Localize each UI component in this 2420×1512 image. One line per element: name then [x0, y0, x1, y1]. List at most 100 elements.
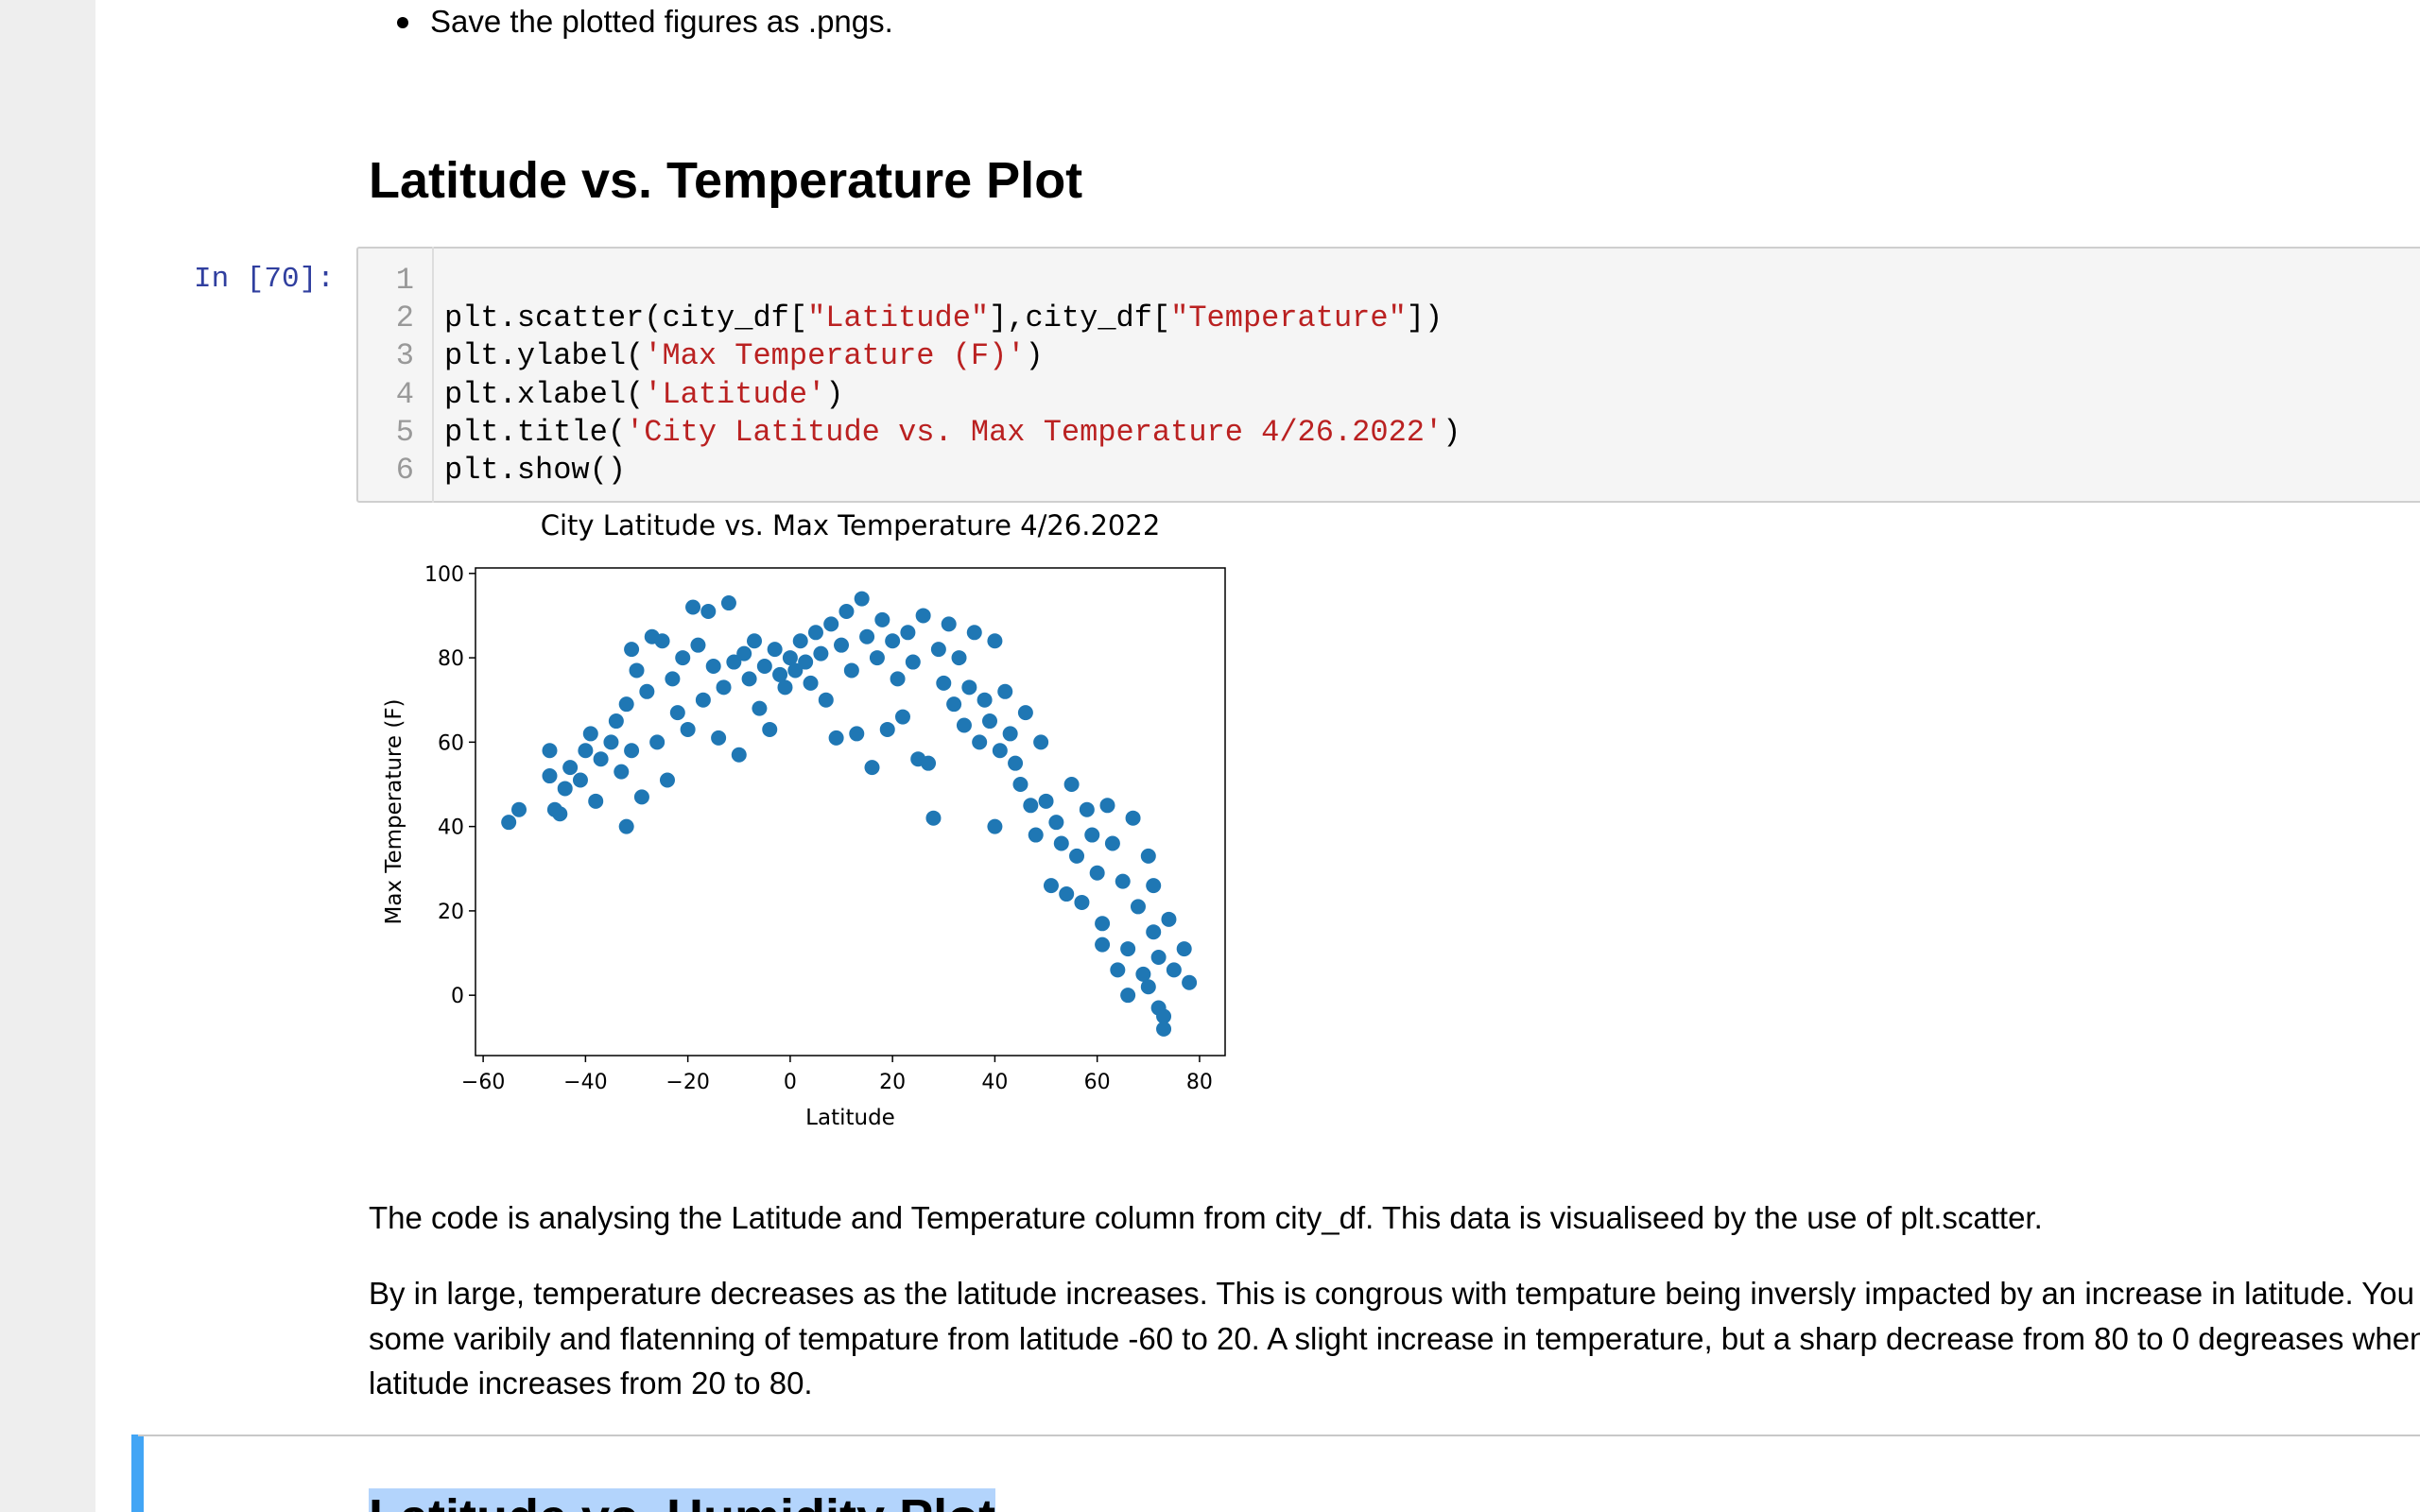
code-token: )	[825, 376, 844, 412]
point	[1074, 894, 1090, 910]
point	[894, 709, 910, 725]
point	[741, 671, 757, 687]
x-tick-label: 60	[1084, 1071, 1111, 1094]
point	[762, 721, 778, 737]
x-tick-label: −20	[666, 1071, 709, 1094]
point	[1182, 974, 1198, 990]
sidebar	[0, 0, 95, 1512]
point	[767, 642, 783, 658]
point	[1048, 815, 1064, 831]
point	[1161, 911, 1177, 927]
point	[649, 734, 666, 750]
point	[992, 743, 1008, 759]
point	[1023, 798, 1039, 814]
point	[915, 608, 931, 624]
line-number: 6	[395, 453, 414, 488]
point	[930, 642, 946, 658]
paragraph-line: By in large, temperature decreases as th…	[369, 1276, 2420, 1311]
point	[925, 810, 942, 826]
code-line: plt.scatter(city_df["Latitude"],city_df[…	[444, 300, 1443, 337]
point	[782, 650, 798, 666]
y-tick-label: 80	[438, 647, 464, 671]
point	[1125, 810, 1141, 826]
point	[1008, 755, 1024, 771]
line-number: 1	[395, 263, 414, 298]
point	[961, 679, 977, 696]
x-tick-label: 0	[784, 1071, 797, 1094]
code-cell[interactable]	[356, 247, 2420, 503]
chart-title: City Latitude vs. Max Temperature 4/26.2…	[541, 510, 1161, 541]
point	[777, 679, 793, 696]
code-token: )	[1025, 338, 1044, 374]
point	[1017, 705, 1033, 721]
point	[603, 734, 619, 750]
point	[680, 721, 696, 737]
point	[752, 700, 768, 716]
y-tick-label: 100	[424, 563, 464, 587]
paragraph-line: some varibily and flatenning of tempatur…	[369, 1320, 2420, 1356]
point	[803, 675, 819, 691]
point	[1146, 878, 1162, 894]
point	[557, 781, 573, 797]
point	[736, 645, 752, 662]
point	[1002, 726, 1018, 742]
next-heading: Latitude vs. Humidity Plot	[369, 1488, 996, 1512]
point	[879, 721, 895, 737]
line-number: 4	[395, 376, 414, 412]
x-axis-label: Latitude	[805, 1106, 895, 1130]
line-number: 2	[395, 301, 414, 336]
line-number: 3	[395, 338, 414, 374]
point	[593, 751, 609, 767]
point	[726, 654, 742, 670]
point	[1069, 848, 1085, 864]
point	[813, 645, 829, 662]
point	[700, 603, 717, 619]
y-axis-label: Max Temperature (F)	[382, 698, 406, 924]
point	[890, 671, 906, 687]
point	[633, 789, 649, 805]
cell-border	[138, 1435, 2420, 1436]
code-token: "Temperature"	[1170, 301, 1407, 336]
point	[588, 793, 604, 809]
point	[977, 692, 993, 708]
line-number: 5	[395, 414, 414, 450]
point	[859, 628, 875, 644]
point	[618, 696, 634, 713]
code-token: "Latitude"	[807, 301, 990, 336]
point	[572, 772, 588, 788]
point	[1156, 1021, 1172, 1037]
point	[798, 654, 814, 670]
point	[941, 616, 957, 632]
code-token: plt.scatter(city_df[	[444, 301, 808, 336]
point	[885, 633, 901, 649]
point	[614, 764, 630, 780]
point	[987, 818, 1003, 834]
point	[578, 743, 594, 759]
point	[1150, 949, 1167, 965]
point	[1120, 941, 1136, 957]
point	[665, 671, 681, 687]
point	[997, 683, 1013, 699]
point	[854, 591, 870, 607]
code-token: ],city_df[	[989, 301, 1171, 336]
point	[807, 625, 823, 641]
point	[542, 768, 558, 784]
point	[756, 659, 772, 675]
x-tick-label: 20	[879, 1071, 906, 1094]
point	[1176, 941, 1192, 957]
point	[582, 726, 598, 742]
paragraph-line: The code is analysing the Latitude and T…	[369, 1200, 2043, 1235]
point	[685, 599, 701, 615]
bullet-dot	[397, 17, 408, 28]
point	[747, 633, 763, 649]
point	[1130, 899, 1146, 915]
point	[1089, 865, 1105, 881]
chart: City Latitude vs. Max Temperature 4/26.2…	[382, 510, 1226, 1130]
point	[1038, 793, 1054, 809]
point	[716, 679, 732, 696]
point	[987, 633, 1003, 649]
point	[1099, 798, 1115, 814]
point	[1012, 776, 1028, 792]
code-line: plt.xlabel('Latitude')	[444, 376, 843, 414]
